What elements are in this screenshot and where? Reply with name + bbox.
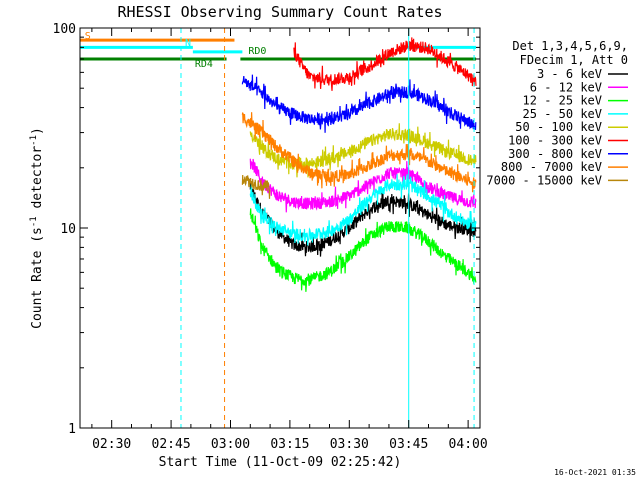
legend-label: 300 - 800 keV bbox=[508, 147, 602, 161]
series-lines bbox=[241, 37, 477, 292]
series-line-6 bbox=[241, 74, 477, 133]
y-tick-label: 100 bbox=[53, 22, 76, 37]
legend-label: 12 - 25 keV bbox=[523, 94, 602, 108]
legend: Det 1,3,4,5,6,9, FDecim 1, Att 0 3 - 6 k… bbox=[486, 39, 628, 187]
legend-label: 50 - 100 keV bbox=[515, 120, 602, 134]
legend-label: 7000 - 15000 keV bbox=[486, 173, 602, 187]
x-tick-label: 02:45 bbox=[152, 437, 191, 452]
flag-label-rd0: RD0 bbox=[248, 46, 266, 57]
x-tick-label: 02:30 bbox=[92, 437, 131, 452]
legend-label: 800 - 7000 keV bbox=[501, 160, 602, 174]
x-tick-label: 03:00 bbox=[211, 437, 250, 452]
legend-header-1: Det 1,3,4,5,6,9, bbox=[512, 39, 628, 53]
series-line-1 bbox=[249, 158, 477, 213]
legend-header-2: FDecim 1, Att 0 bbox=[520, 53, 628, 67]
y-tick-label: 1 bbox=[68, 422, 76, 437]
flag-label-rd4: RD4 bbox=[195, 59, 213, 70]
x-tick-label: 03:15 bbox=[270, 437, 309, 452]
axes: 02:30 02:45 03:00 03:15 03:30 03:45 04:00 1 10 10… bbox=[53, 22, 488, 452]
x-tick-label: 04:00 bbox=[449, 437, 488, 452]
series-line-7 bbox=[241, 112, 477, 193]
series-line-2 bbox=[249, 208, 477, 292]
series-line-4 bbox=[249, 123, 477, 178]
chart-title: RHESSI Observing Summary Count Rates bbox=[117, 3, 442, 21]
x-tick-label: 03:45 bbox=[389, 437, 428, 452]
x-axis-label: Start Time (11-Oct-09 02:25:42) bbox=[159, 455, 402, 470]
y-tick-label: 10 bbox=[60, 222, 76, 237]
y-axis-label: Count Rate (s-1 detector-1) bbox=[29, 127, 45, 329]
series-line-5 bbox=[293, 37, 477, 91]
series-line-8 bbox=[241, 174, 271, 199]
flag-label-n: N bbox=[185, 38, 191, 49]
series-line-3 bbox=[249, 174, 477, 246]
legend-label: 100 - 300 keV bbox=[508, 134, 602, 148]
x-tick-label: 03:30 bbox=[330, 437, 369, 452]
series-line-0 bbox=[249, 181, 477, 257]
flag-label-s: S bbox=[85, 31, 91, 42]
legend-label: 25 - 50 keV bbox=[523, 107, 602, 121]
footer-timestamp: 16-Oct-2021 01:35 bbox=[554, 468, 636, 477]
legend-label: 6 - 12 keV bbox=[530, 80, 602, 94]
legend-label: 3 - 6 keV bbox=[537, 67, 602, 81]
